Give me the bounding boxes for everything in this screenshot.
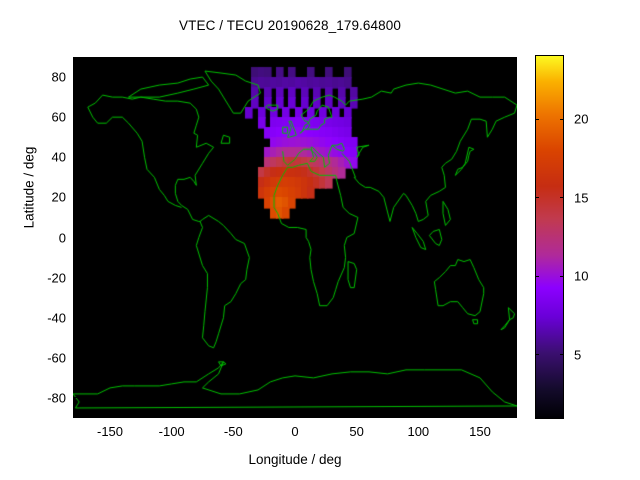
colorbar-tick-mark	[535, 354, 539, 356]
x-tick-mark	[294, 414, 296, 418]
colorbar-tick-label: 5	[574, 347, 582, 363]
colorbar-gradient	[536, 56, 563, 418]
x-tick-label: -150	[96, 424, 124, 439]
y-tick-mark	[73, 317, 77, 319]
x-tick-label: 100	[407, 424, 430, 439]
y-tick-label: -60	[47, 350, 66, 366]
x-tick-mark	[171, 414, 173, 418]
colorbar-tick-mark	[560, 275, 564, 277]
y-tick-mark	[73, 397, 77, 399]
x-tick-mark	[417, 414, 419, 418]
y-axis-label: Latitude / deg	[21, 146, 37, 229]
y-tick-label: -40	[47, 310, 66, 326]
y-tick-mark	[73, 156, 77, 158]
y-tick-label: -20	[47, 270, 66, 286]
x-tick-mark	[479, 414, 481, 418]
x-axis-label: Longitude / deg	[248, 452, 342, 467]
colorbar-tick-label: 10	[574, 268, 589, 284]
x-tick-label: 150	[469, 424, 491, 439]
y-tick-mark	[73, 277, 77, 279]
y-tick-label: 0	[58, 230, 66, 245]
y-tick-label: -80	[47, 390, 66, 406]
y-tick-mark	[73, 76, 77, 78]
x-tick-mark	[232, 414, 234, 418]
colorbar-tick-mark	[535, 275, 539, 277]
x-tick-mark	[356, 414, 358, 418]
y-tick-label: 40	[51, 149, 66, 165]
x-tick-label: -100	[158, 424, 185, 439]
x-tick-mark	[109, 414, 111, 418]
y-tick-mark	[73, 116, 77, 118]
page-title: VTEC / TECU 20190628_179.64800	[179, 18, 401, 33]
map-plot-area[interactable]	[73, 57, 517, 418]
y-tick-mark	[73, 196, 77, 198]
y-tick-label: 20	[51, 189, 66, 205]
colorbar-tick-mark	[535, 197, 539, 199]
y-tick-mark	[73, 357, 77, 359]
x-tick-label: 50	[349, 424, 364, 439]
colorbar-tick-mark	[560, 354, 564, 356]
colorbar-tick-label: 20	[574, 111, 589, 127]
x-tick-label: 0	[291, 424, 299, 439]
colorbar-tick-label: 15	[574, 190, 589, 206]
coastline-layer	[73, 57, 517, 418]
y-tick-mark	[73, 237, 77, 238]
x-tick-label: -50	[223, 424, 243, 439]
y-tick-label: 80	[51, 69, 66, 85]
y-tick-label: 60	[51, 109, 66, 125]
colorbar-tick-mark	[560, 197, 564, 199]
colorbar[interactable]	[535, 55, 564, 419]
colorbar-tick-mark	[560, 118, 564, 120]
colorbar-tick-mark	[535, 118, 539, 120]
